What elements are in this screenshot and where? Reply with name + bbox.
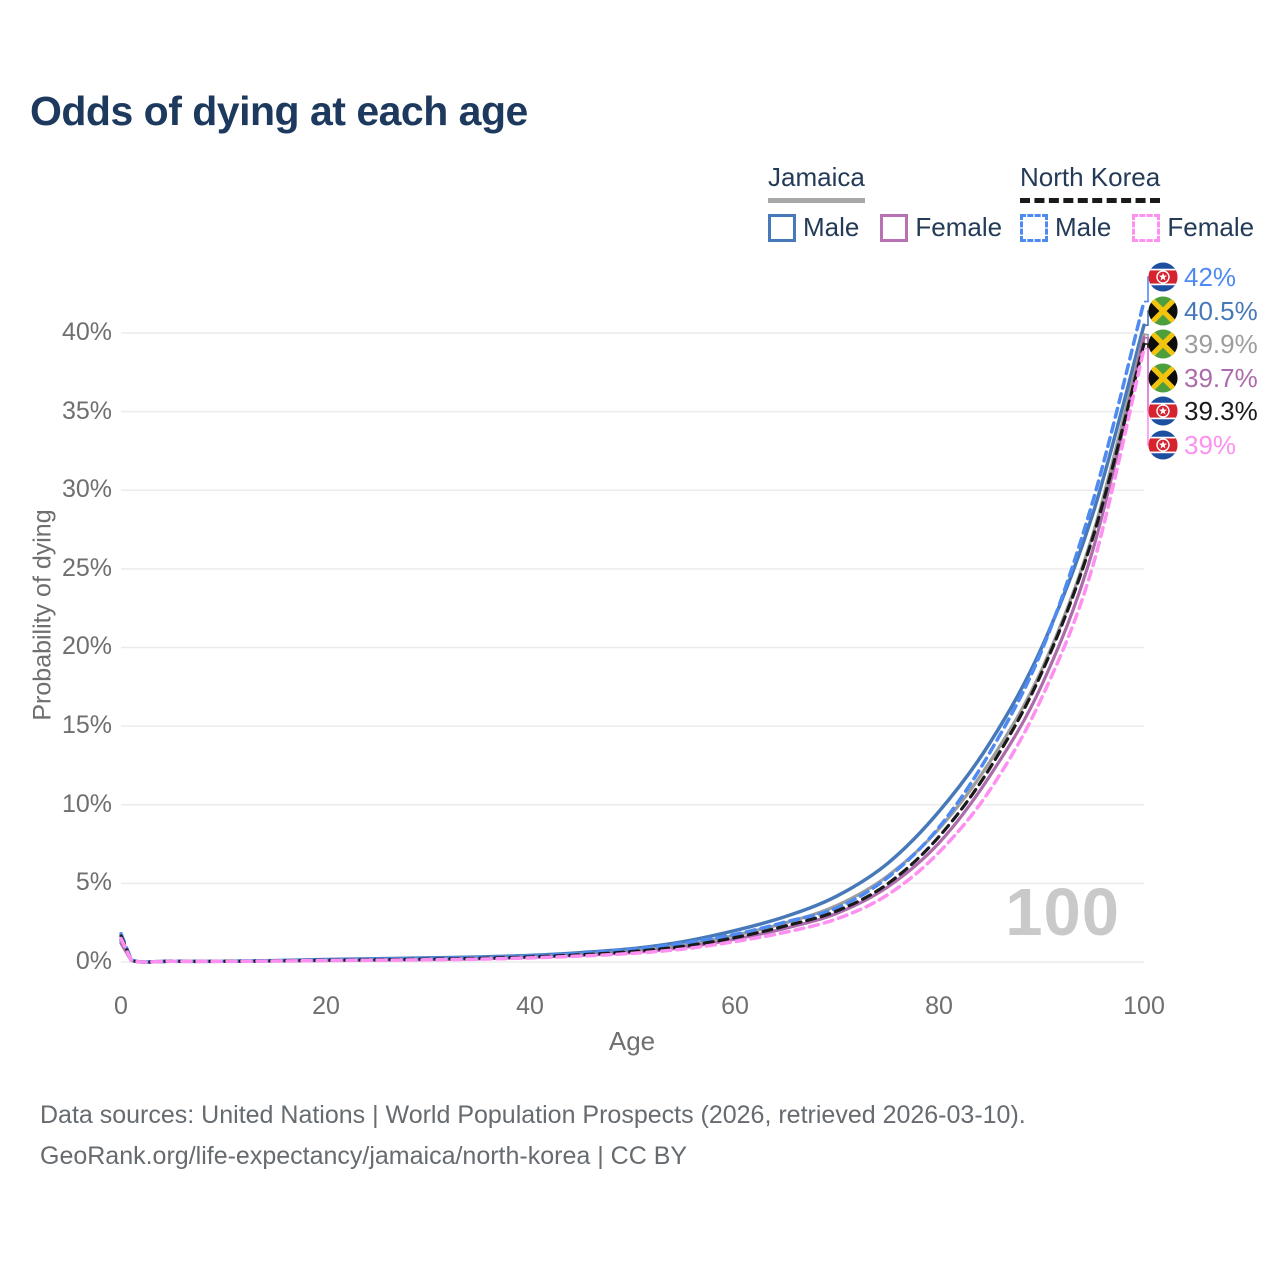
end-value-label: 39.7% <box>1184 362 1258 393</box>
end-label-row: 40.5% <box>1148 296 1258 326</box>
legend-item-north-korea-female[interactable]: Female <box>1132 212 1254 243</box>
x-tick-label: 0 <box>114 992 128 1020</box>
end-value-label: 40.5% <box>1184 295 1258 326</box>
end-label-row: 42% <box>1148 262 1236 292</box>
north-korea-male-swatch-icon <box>1020 213 1048 242</box>
y-tick-label: 35% <box>61 397 112 425</box>
end-label-row: 39.3% <box>1148 396 1258 426</box>
end-label-row: 39% <box>1148 430 1236 460</box>
jamaica-flag-icon <box>1148 296 1178 326</box>
north-korea-female-swatch-icon <box>1132 213 1161 242</box>
legend-group-north-korea: North Korea Male Female <box>1020 162 1254 243</box>
attribution-text: GeoRank.org/life-expectancy/jamaica/nort… <box>40 1142 688 1170</box>
end-value-label: 42% <box>1184 261 1237 292</box>
jamaica-male-swatch-icon <box>768 213 796 242</box>
y-tick-label: 20% <box>61 632 112 660</box>
jamaica-flag-icon <box>1148 329 1178 359</box>
end-value-label: 39.3% <box>1184 395 1258 426</box>
footer: Data sources: United Nations | World Pop… <box>40 1095 1026 1177</box>
age-watermark: 100 <box>1005 875 1120 950</box>
legend-label: Female <box>915 212 1003 242</box>
legend-label: Male <box>1055 212 1112 242</box>
series-line[interactable] <box>119 323 1146 964</box>
series-line[interactable] <box>119 299 1146 964</box>
legend-item-north-korea-male[interactable]: Male <box>1020 212 1111 243</box>
x-tick-label: 20 <box>312 992 340 1020</box>
legend-title-north-korea: North Korea <box>1020 162 1161 203</box>
series-line[interactable] <box>119 336 1146 964</box>
legend-title-jamaica: Jamaica <box>768 162 865 203</box>
series-line[interactable] <box>119 346 1146 964</box>
north-korea-flag-icon <box>1148 396 1178 426</box>
y-tick-label: 15% <box>61 711 112 739</box>
legend-group-jamaica: Jamaica Male Female <box>768 162 1002 243</box>
y-tick-label: 10% <box>61 790 112 818</box>
y-tick-label: 30% <box>61 475 112 503</box>
series-line[interactable] <box>119 332 1146 964</box>
end-label-row: 39.9% <box>1148 329 1258 359</box>
end-value-label: 39% <box>1184 429 1237 460</box>
x-tick-label: 80 <box>925 992 953 1020</box>
y-tick-label: 25% <box>61 554 112 582</box>
y-axis-title: Probability of dying <box>28 509 57 721</box>
north-korea-flag-icon <box>1148 262 1178 292</box>
x-tick-label: 100 <box>1123 992 1165 1020</box>
y-tick-label: 5% <box>75 868 112 896</box>
end-value-label: 39.9% <box>1184 328 1258 359</box>
x-tick-label: 40 <box>516 992 544 1020</box>
y-tick-label: 0% <box>75 947 112 975</box>
y-tick-label: 40% <box>61 318 112 346</box>
data-source-text: Data sources: United Nations | World Pop… <box>40 1101 1026 1129</box>
legend-label: Male <box>803 212 860 242</box>
x-tick-label: 60 <box>721 992 749 1020</box>
end-label-row: 39.7% <box>1148 363 1258 393</box>
series-line[interactable] <box>119 342 1146 964</box>
page-title: Odds of dying at each age <box>30 88 528 134</box>
jamaica-female-swatch-icon <box>880 213 909 242</box>
x-axis-title: Age <box>608 1026 656 1056</box>
legend-item-jamaica-male[interactable]: Male <box>768 212 859 243</box>
legend-label: Female <box>1167 212 1255 242</box>
north-korea-flag-icon <box>1148 430 1178 460</box>
legend-item-jamaica-female[interactable]: Female <box>880 212 1002 243</box>
jamaica-flag-icon <box>1148 363 1178 393</box>
